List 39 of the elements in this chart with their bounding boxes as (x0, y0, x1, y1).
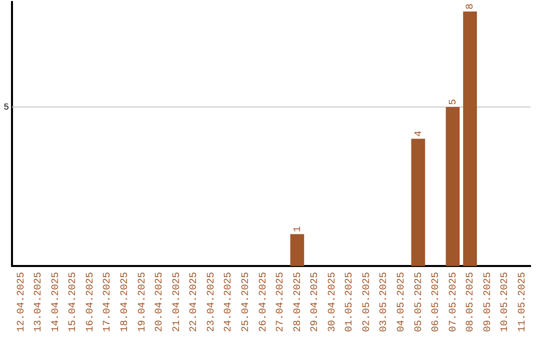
x-tick-label: 04.05.2025 (396, 272, 408, 332)
x-tick-label: 20.04.2025 (154, 272, 166, 332)
x-tick-label: 17.04.2025 (102, 272, 114, 332)
data-label: 1 (292, 226, 304, 232)
ref-line-label: 5 (4, 102, 9, 112)
x-tick-label: 18.04.2025 (120, 272, 131, 332)
x-tick-label: 25.04.2025 (240, 272, 252, 332)
x-tick-label: 27.04.2025 (276, 272, 287, 332)
x-tick-label: 26.04.2025 (258, 272, 270, 332)
bar (446, 106, 460, 266)
x-tick-label: 15.04.2025 (68, 272, 80, 332)
bar (463, 12, 477, 266)
x-tick-label: 03.05.2025 (379, 272, 390, 332)
x-tick-label: 16.04.2025 (85, 272, 96, 332)
x-tick-label: 29.04.2025 (310, 272, 322, 332)
x-tick-label: 02.05.2025 (362, 272, 373, 332)
x-tick-label: 06.05.2025 (431, 272, 442, 332)
x-tick-label: 01.05.2025 (344, 272, 356, 332)
x-tick-label: 19.04.2025 (137, 272, 148, 332)
x-tick-label: 08.05.2025 (466, 272, 477, 332)
x-tick-label: 11.05.2025 (518, 272, 529, 332)
x-tick-label: 09.05.2025 (482, 272, 494, 332)
data-label: 5 (448, 98, 460, 105)
x-tick-label: 05.05.2025 (414, 272, 425, 332)
x-tick-label: 30.04.2025 (327, 272, 338, 332)
x-tick-label: 14.04.2025 (50, 272, 62, 332)
x-tick-label: 13.04.2025 (34, 272, 45, 332)
x-tick-label: 10.05.2025 (500, 272, 512, 332)
x-tick-label: 22.04.2025 (189, 272, 200, 332)
bar (411, 138, 426, 266)
data-label: 8 (466, 4, 477, 10)
x-tick-label: 28.04.2025 (292, 272, 304, 332)
x-tick-label: 21.04.2025 (172, 272, 183, 332)
x-tick-label: 23.04.2025 (206, 272, 218, 332)
x-tick-label: 12.04.2025 (16, 272, 28, 332)
data-label: 4 (414, 130, 425, 137)
x-tick-label: 24.04.2025 (224, 272, 235, 332)
x-tick-label: 07.05.2025 (448, 272, 460, 332)
bar (290, 234, 304, 266)
